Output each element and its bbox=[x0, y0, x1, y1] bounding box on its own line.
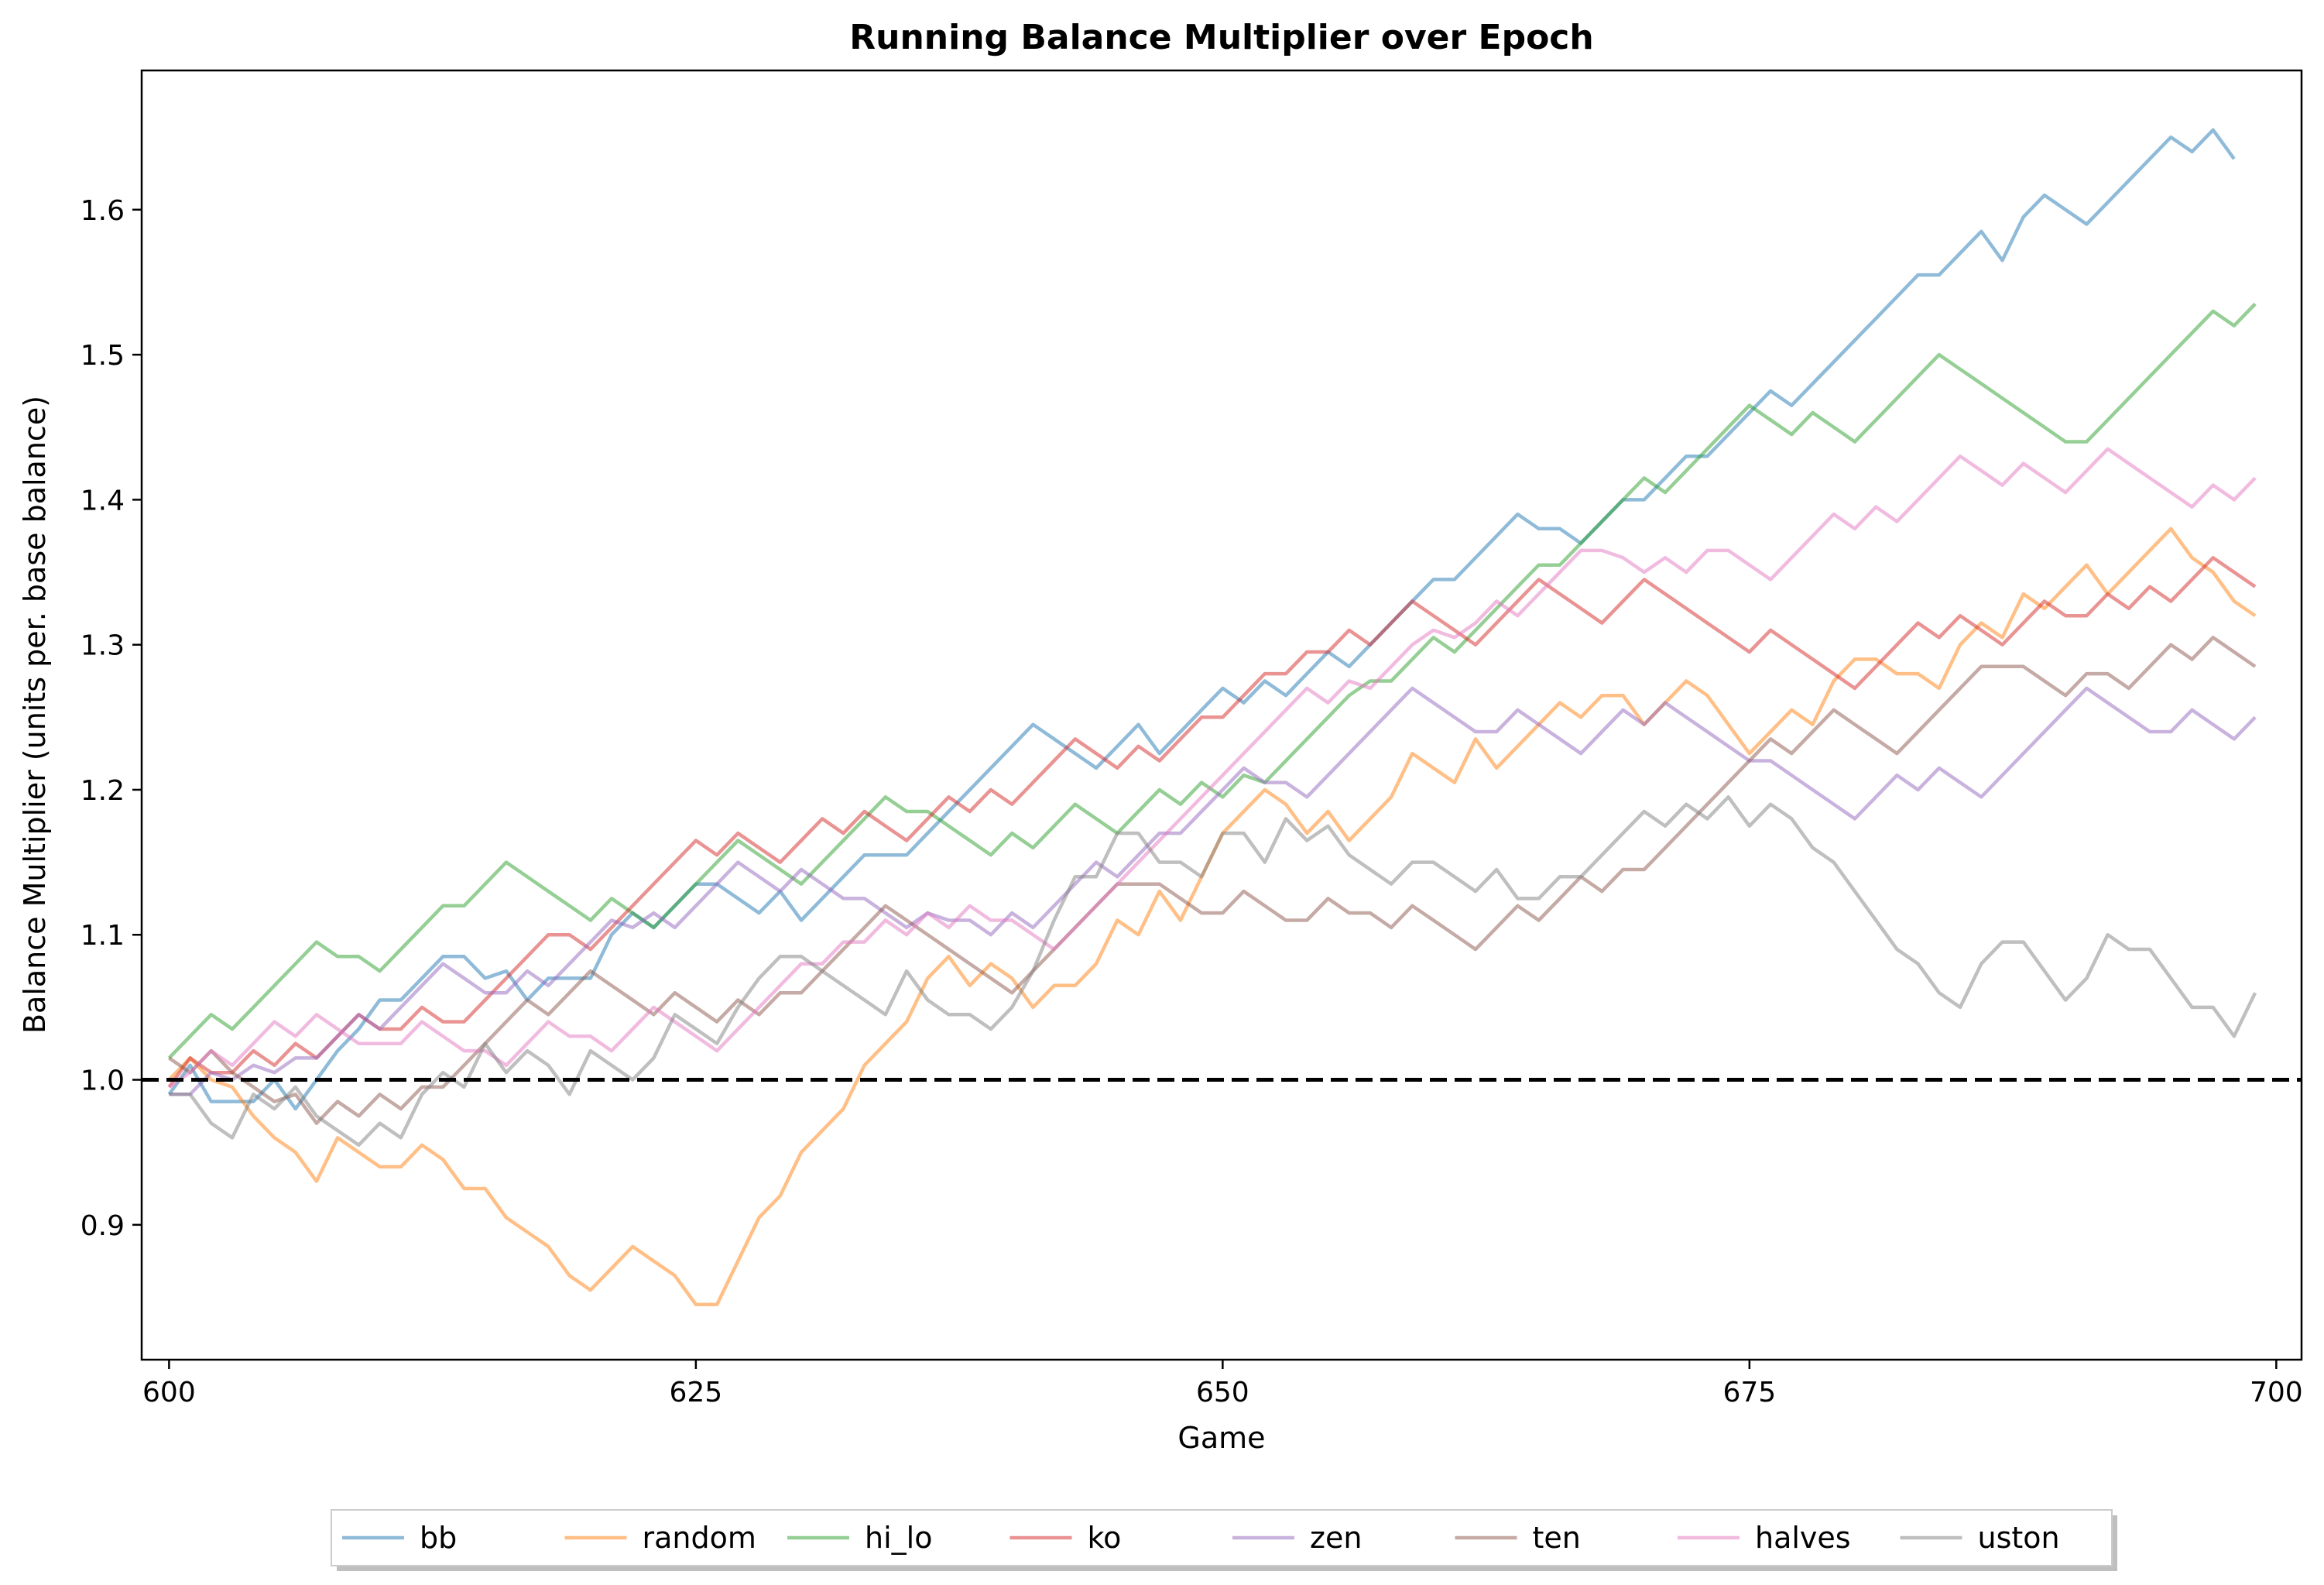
y-tick-label: 1.6 bbox=[81, 195, 125, 227]
x-axis-label: Game bbox=[1177, 1421, 1265, 1455]
y-tick-label: 1.1 bbox=[81, 920, 125, 952]
legend-label-hi_lo: hi_lo bbox=[865, 1521, 932, 1555]
legend-label-random: random bbox=[643, 1521, 756, 1555]
x-tick-label: 625 bbox=[670, 1377, 723, 1408]
legend-label-ko: ko bbox=[1088, 1521, 1122, 1555]
legend-label-bb: bb bbox=[420, 1521, 457, 1555]
legend-label-ten: ten bbox=[1533, 1521, 1581, 1555]
y-tick-label: 1.3 bbox=[81, 630, 125, 662]
series-line-halves bbox=[168, 447, 2257, 1089]
y-tick-label: 1.5 bbox=[81, 340, 125, 372]
y-tick-label: 1.2 bbox=[81, 775, 125, 807]
plot-area-frame bbox=[140, 69, 2303, 1361]
y-axis: 0.9 1.0 1.1 1.2 1.3 1.4 1.5 1.6 bbox=[81, 195, 142, 1242]
legend-label-uston: uston bbox=[1978, 1521, 2060, 1555]
y-axis-label: Balance Multiplier (units per. base bala… bbox=[18, 396, 52, 1034]
legend-box bbox=[331, 1509, 2113, 1566]
x-tick-label: 600 bbox=[142, 1377, 196, 1408]
legend-label-halves: halves bbox=[1755, 1521, 1851, 1555]
x-tick-label: 700 bbox=[2250, 1377, 2303, 1408]
series-line-hi_lo bbox=[167, 302, 2257, 1059]
legend-label-zen: zen bbox=[1310, 1521, 1362, 1555]
series-line-bb bbox=[167, 128, 2236, 1111]
y-tick-label: 0.9 bbox=[81, 1210, 125, 1242]
x-axis: 600 625 650 675 700 bbox=[142, 1360, 2303, 1408]
series-layer bbox=[167, 128, 2257, 1307]
x-tick-label: 650 bbox=[1196, 1377, 1249, 1408]
y-tick-label: 1.4 bbox=[81, 485, 125, 516]
series-line-zen bbox=[169, 686, 2257, 1096]
series-line-ten bbox=[168, 636, 2257, 1125]
legend-items: bb random hi_lo ko zen ten halves uston bbox=[342, 1521, 2060, 1555]
x-tick-label: 675 bbox=[1722, 1377, 1776, 1408]
y-tick-label: 1.0 bbox=[81, 1065, 125, 1097]
series-line-uston bbox=[169, 795, 2257, 1148]
chart-title: Running Balance Multiplier over Epoch bbox=[849, 18, 1593, 57]
series-line-ko bbox=[167, 556, 2257, 1089]
legend: bb random hi_lo ko zen ten halves uston bbox=[331, 1509, 2117, 1571]
